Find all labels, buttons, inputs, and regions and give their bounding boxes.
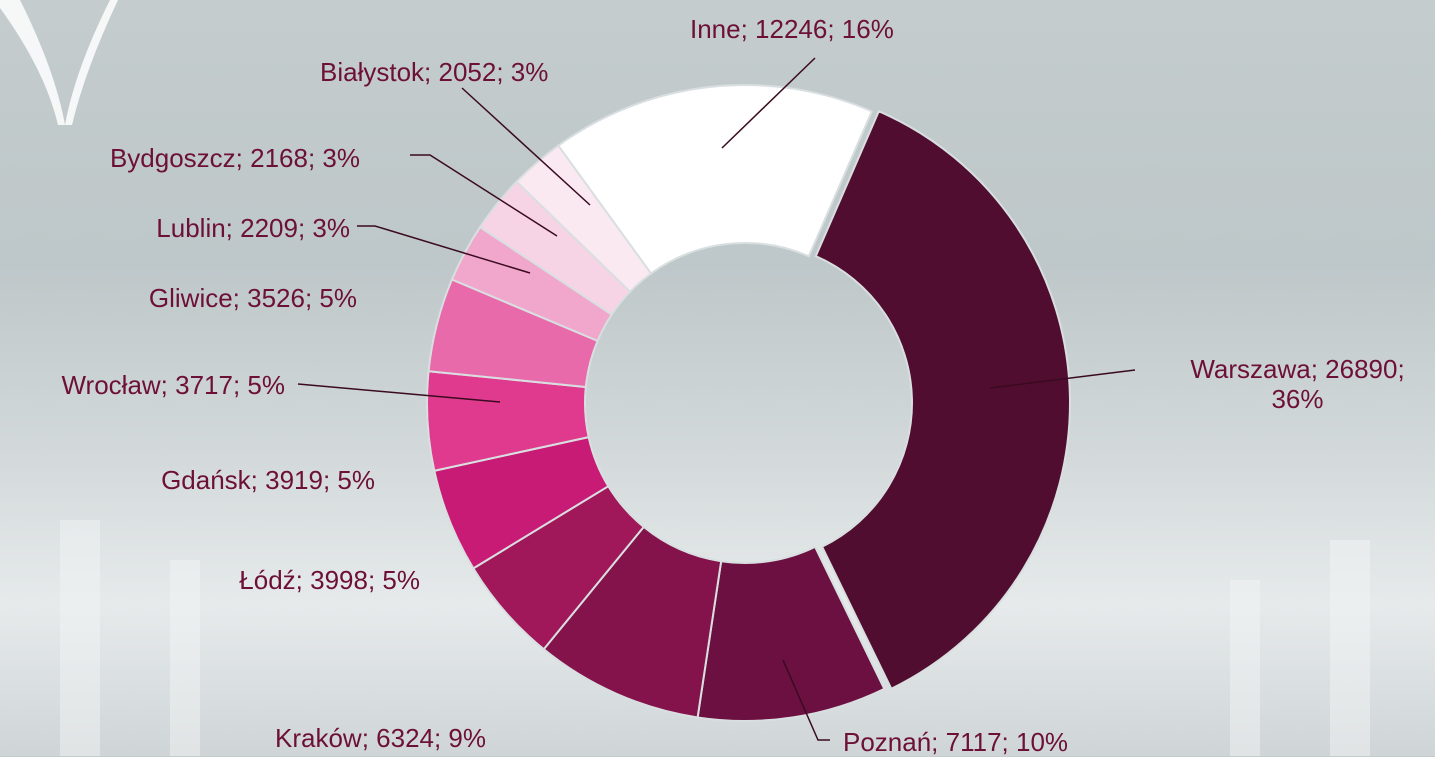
background-decor — [60, 520, 1370, 756]
leader-line — [721, 57, 816, 149]
pillar — [60, 520, 100, 756]
data-label: Łódź; 3998; 5% — [239, 565, 420, 595]
donut-slice — [556, 84, 874, 275]
leader-line — [989, 369, 1136, 389]
leader-lines — [297, 57, 1136, 741]
data-label: Kraków; 6324; 9% — [275, 723, 487, 753]
data-label: Gdańsk; 3919; 5% — [161, 465, 375, 495]
pillar — [1330, 540, 1370, 756]
data-label: Białystok; 2052; 3% — [320, 57, 549, 87]
pillar — [1230, 580, 1260, 756]
leader-line — [461, 87, 591, 206]
leader-line — [410, 154, 558, 237]
data-label: Inne; 12246; 16% — [690, 14, 894, 44]
leader-line — [297, 383, 501, 403]
data-label: Gliwice; 3526; 5% — [148, 283, 357, 313]
data-label: Lublin; 2209; 3% — [156, 213, 350, 243]
data-label: Warszawa; 26890; 36% — [1190, 354, 1405, 414]
pillar — [170, 560, 200, 756]
logo — [0, 0, 118, 125]
leader-line — [357, 225, 531, 274]
data-label: Poznań; 7117; 10% — [843, 727, 1069, 757]
leader-line — [782, 659, 830, 741]
donut-slice — [814, 109, 1071, 691]
data-label: Bydgoszcz; 2168; 3% — [109, 143, 360, 173]
donut — [426, 84, 1071, 722]
data-label: Wrocław; 3717; 5% — [61, 370, 285, 400]
